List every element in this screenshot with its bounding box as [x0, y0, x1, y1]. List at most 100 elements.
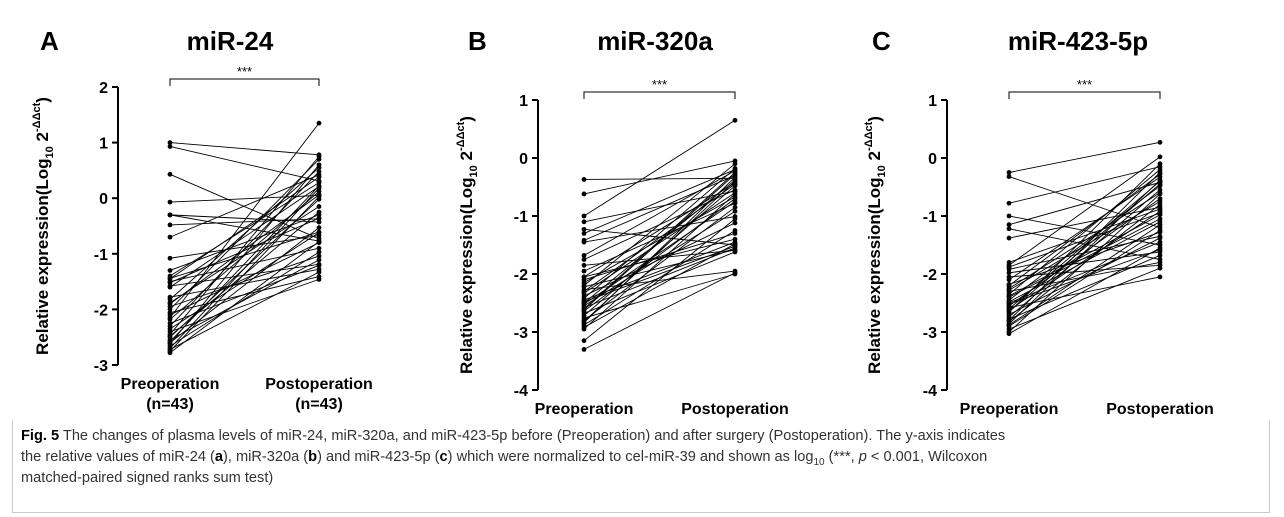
pair-line — [1008, 247, 1161, 335]
panel-letter: A — [40, 26, 59, 56]
post-point — [1157, 274, 1163, 280]
pair-line — [583, 180, 736, 322]
pre-point — [1006, 260, 1012, 265]
post-point — [732, 204, 738, 210]
pair-line — [1008, 212, 1161, 268]
pre-point — [1006, 170, 1012, 175]
post-point — [732, 194, 738, 200]
pre-point — [167, 255, 173, 261]
post-point — [316, 253, 322, 259]
caption-text: the relative values of miR-24 ( — [21, 449, 215, 465]
caption-log-subscript: 10 — [813, 456, 825, 468]
x-category-label: Postoperation — [265, 376, 373, 393]
caption-panel-a: a — [214, 449, 223, 465]
caption-text: ) which were normalized to cel-miR-39 an… — [447, 449, 814, 465]
pre-point — [1006, 287, 1012, 293]
post-point — [316, 219, 322, 225]
pre-point — [1006, 235, 1012, 241]
pre-point — [1006, 318, 1012, 323]
pair-line — [583, 273, 736, 319]
pair-line — [1008, 215, 1161, 246]
significance-label: *** — [652, 77, 667, 92]
post-point — [1157, 206, 1163, 212]
pre-point — [1006, 301, 1012, 307]
post-point — [316, 174, 322, 180]
chart-title: miR-423-5p — [1008, 26, 1148, 56]
pair-line — [1008, 241, 1161, 304]
caption-line-3: matched-paired signed ranks sum test) — [21, 470, 274, 486]
pre-point — [1006, 331, 1012, 337]
post-point — [732, 171, 738, 177]
pre-point — [167, 307, 173, 312]
pair-line — [1008, 183, 1161, 313]
pair-line — [1008, 180, 1161, 310]
pair-line — [1008, 176, 1161, 281]
pair-line — [169, 259, 320, 341]
y-tick-label: -4 — [923, 383, 937, 400]
pair-line — [583, 210, 736, 307]
post-point — [1157, 191, 1163, 197]
pair-line — [169, 227, 320, 344]
pair-line — [1008, 193, 1161, 333]
post-point — [316, 249, 322, 255]
pair-line — [169, 217, 320, 284]
pair-line — [1008, 218, 1161, 298]
y-tick-label: 2 — [99, 80, 108, 97]
pre-point — [167, 317, 173, 322]
post-point — [316, 276, 322, 282]
post-point — [316, 245, 322, 251]
pair-line — [583, 230, 736, 326]
pair-line — [583, 177, 736, 180]
significance-bracket — [1008, 91, 1161, 99]
pair-line — [583, 206, 736, 321]
pair-line — [1008, 169, 1161, 295]
pair-line — [1008, 173, 1161, 286]
chart-title: miR-24 — [187, 26, 274, 56]
pair-line — [583, 243, 736, 328]
post-point — [1157, 233, 1163, 239]
pair-line — [1008, 214, 1161, 297]
pre-point — [581, 319, 587, 324]
pair-line — [169, 194, 320, 203]
caption-text: ) and miR-423-5p ( — [317, 449, 440, 465]
pre-point — [581, 177, 587, 182]
post-point — [316, 180, 322, 186]
pair-line — [1008, 176, 1161, 229]
post-point — [316, 230, 322, 236]
y-tick-label: 0 — [928, 151, 937, 168]
y-tick-label: -1 — [514, 209, 528, 226]
post-point — [1157, 161, 1163, 167]
y-tick-label: 0 — [99, 191, 108, 208]
y-tick-label: 1 — [99, 136, 108, 153]
post-point — [1157, 247, 1163, 253]
pair-line — [583, 170, 736, 256]
y-axis-label: Relative expression(Log10 2-ΔΔct) — [455, 116, 480, 374]
post-point — [316, 269, 322, 275]
pair-line — [583, 201, 736, 305]
pre-point — [581, 274, 587, 280]
pair-line — [1008, 210, 1161, 311]
pair-line — [169, 278, 320, 333]
post-point — [732, 167, 738, 173]
pre-point — [581, 257, 587, 262]
x-category-label: Postoperation — [1106, 401, 1214, 418]
pair-line — [169, 214, 320, 223]
y-tick-label: 0 — [519, 151, 528, 168]
pre-point — [167, 140, 173, 146]
y-tick-label: -3 — [923, 325, 937, 342]
x-category-label: Preoperation — [535, 401, 634, 418]
pre-point — [167, 171, 173, 177]
pair-line — [583, 222, 736, 297]
pair-line — [169, 211, 320, 337]
pair-line — [583, 168, 736, 299]
pair-line — [169, 158, 320, 310]
post-point — [316, 120, 322, 126]
pre-point — [167, 222, 173, 228]
pair-line — [169, 241, 320, 354]
pair-line — [583, 196, 736, 284]
post-point — [316, 162, 322, 168]
post-point — [316, 204, 322, 209]
pair-line — [583, 174, 736, 241]
x-category-label: Postoperation — [681, 401, 789, 418]
